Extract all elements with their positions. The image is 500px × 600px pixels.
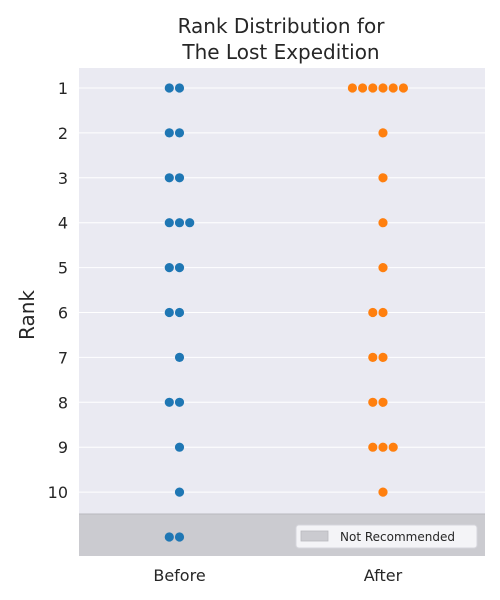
dot-before-rank-not-recommended-1 <box>164 532 174 542</box>
dot-before-rank-10-1 <box>174 487 185 497</box>
dot-after-rank-6-1 <box>368 307 378 318</box>
dot-after-rank-10-1 <box>378 487 388 497</box>
y-tick-label-9: 9 <box>58 438 68 457</box>
plot-area: 1 2 3 4 5 6 7 8 9 10 Before After Not Recommended <box>48 68 485 585</box>
dot-before-rank-6-1 <box>164 307 174 318</box>
dot-after-rank-6-2 <box>378 307 388 318</box>
dot-before-rank-3-2 <box>174 173 185 183</box>
dot-before-rank-3-1 <box>164 173 174 183</box>
x-tick-label-after: After <box>364 566 403 585</box>
dot-before-rank-1-2 <box>174 83 185 93</box>
dot-before-rank-2-1 <box>164 128 174 138</box>
y-tick-label-8: 8 <box>58 393 68 412</box>
legend-swatch-not-recommended <box>300 530 329 542</box>
dot-after-rank-1-3 <box>368 83 378 93</box>
x-tick-label-before: Before <box>153 566 205 585</box>
dot-before-rank-5-1 <box>164 263 174 273</box>
y-tick-label-2: 2 <box>58 124 68 143</box>
y-tick-label-4: 4 <box>58 214 68 233</box>
dot-before-rank-6-2 <box>174 307 185 318</box>
dot-after-rank-1-4 <box>378 83 388 93</box>
dot-before-rank-not-recommended-2 <box>174 532 185 542</box>
dot-before-rank-4-2 <box>174 218 185 228</box>
legend-box <box>295 524 478 549</box>
legend: Not Recommended <box>295 524 478 549</box>
dot-after-rank-9-1 <box>368 442 378 452</box>
dot-before-rank-8-1 <box>164 397 174 407</box>
dot-before-rank-7-1 <box>174 352 185 362</box>
y-tick-label-5: 5 <box>58 259 68 278</box>
dot-after-rank-9-2 <box>378 442 388 452</box>
dot-after-rank-7-2 <box>378 352 388 362</box>
y-tick-label-6: 6 <box>58 304 68 323</box>
dot-before-rank-4-3 <box>185 218 195 228</box>
dot-before-rank-9-1 <box>174 442 185 452</box>
dot-after-rank-8-2 <box>378 397 388 407</box>
y-tick-label-1: 1 <box>58 79 68 98</box>
dot-before-rank-2-2 <box>174 128 185 138</box>
dot-after-rank-1-6 <box>398 83 408 93</box>
dot-after-rank-1-1 <box>347 83 357 93</box>
y-tick-label-10: 10 <box>48 483 68 502</box>
dot-before-rank-8-2 <box>174 397 185 407</box>
dot-after-rank-5-1 <box>378 263 388 273</box>
dot-after-rank-1-2 <box>358 83 368 93</box>
dot-before-rank-5-2 <box>174 263 185 273</box>
y-tick-label-7: 7 <box>58 348 68 367</box>
dot-after-rank-4-1 <box>378 218 388 228</box>
dot-after-rank-7-1 <box>368 352 378 362</box>
chart-title-line-1: Rank Distribution for <box>178 14 386 38</box>
legend-label-not-recommended: Not Recommended <box>340 530 455 544</box>
y-tick-label-3: 3 <box>58 169 68 188</box>
dot-after-rank-1-5 <box>388 83 398 93</box>
dot-after-rank-2-1 <box>378 128 388 138</box>
dot-after-rank-9-3 <box>388 442 398 452</box>
y-axis-label: Rank <box>15 290 39 340</box>
dot-after-rank-8-1 <box>368 397 378 407</box>
dot-before-rank-1-1 <box>164 83 174 93</box>
dot-after-rank-3-1 <box>378 173 388 183</box>
chart-title-line-2: The Lost Expedition <box>181 40 379 64</box>
dot-before-rank-4-1 <box>164 218 174 228</box>
